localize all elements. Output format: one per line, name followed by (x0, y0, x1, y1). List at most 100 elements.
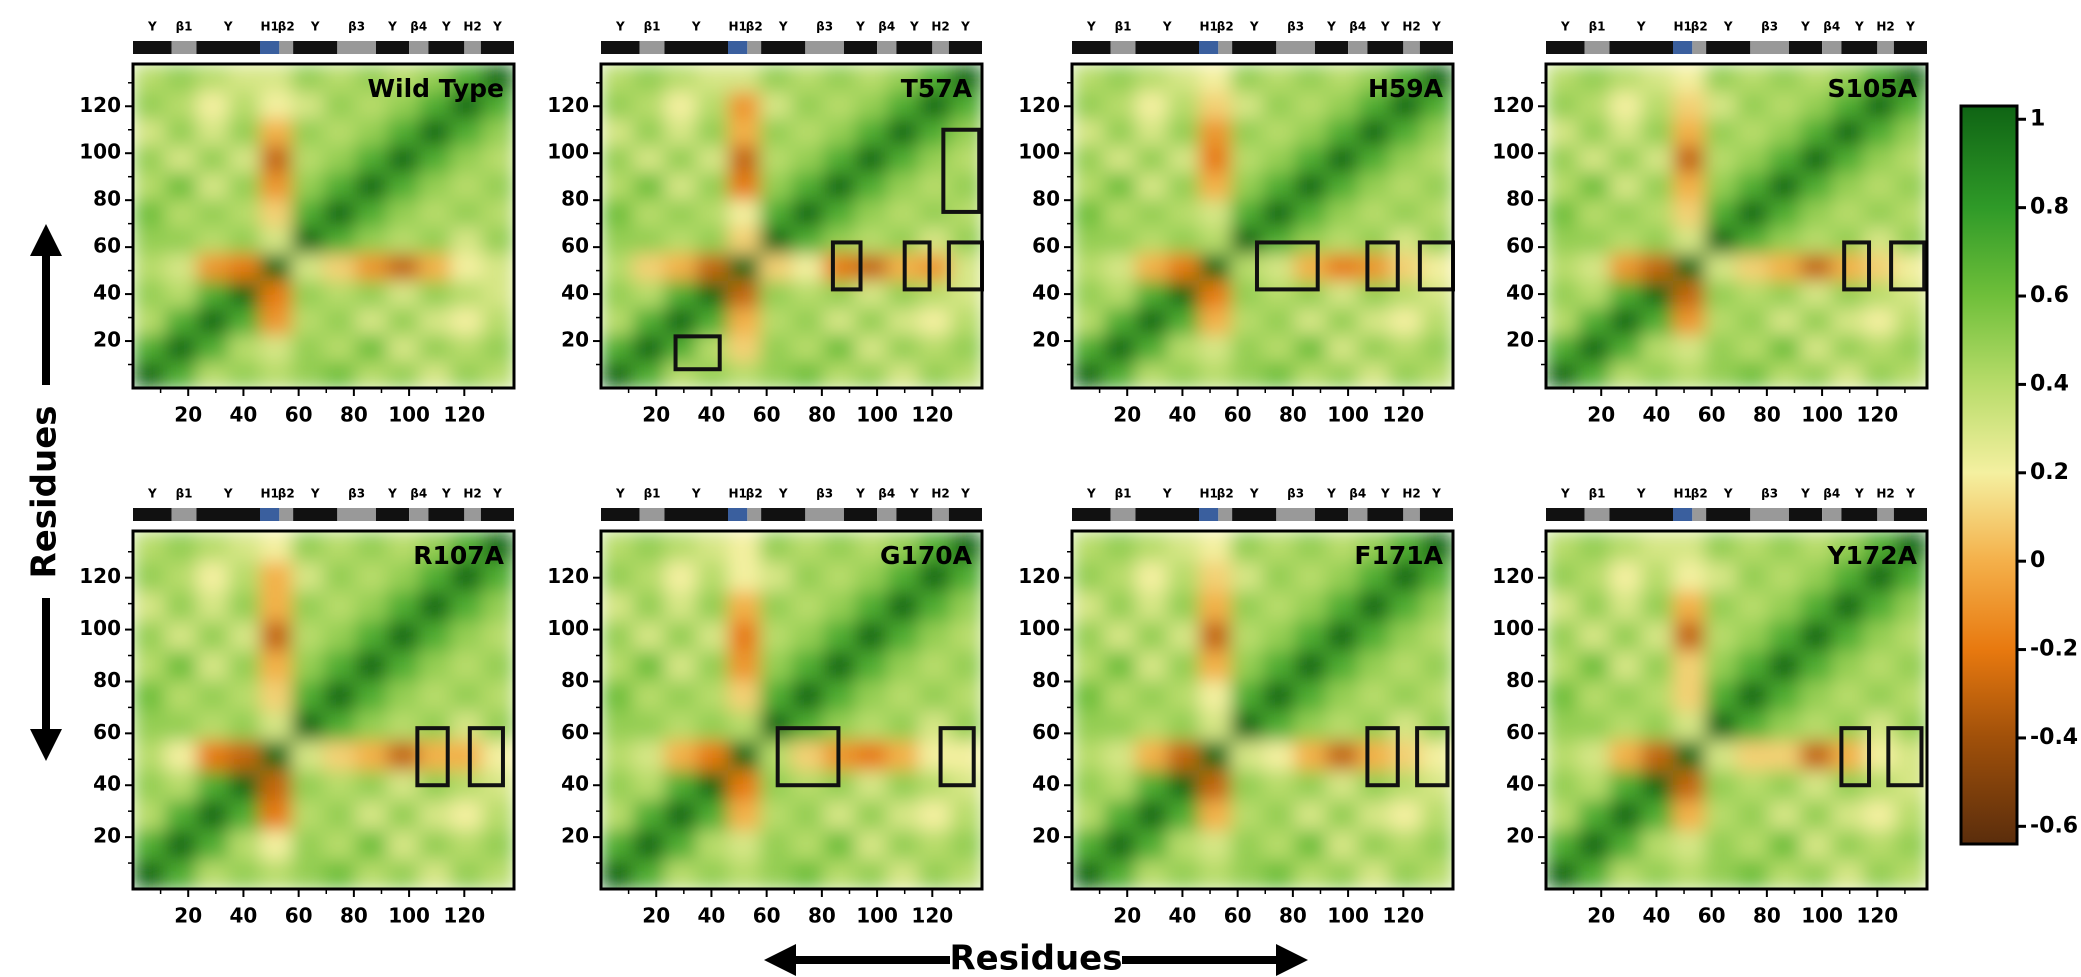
heatmap-cell (601, 253, 634, 281)
heatmap-cell (196, 91, 230, 119)
heatmap-cell (1294, 199, 1327, 227)
heatmap-cell (1863, 590, 1897, 622)
plot-frame (599, 529, 984, 891)
heatmap-cell (1609, 361, 1643, 388)
heatmap-cell (1673, 145, 1706, 173)
y-tick-label: 80 (93, 187, 121, 211)
heatmap-cell (918, 620, 952, 652)
heatmap-cell (164, 253, 198, 281)
heatmap-cell (1736, 118, 1770, 146)
heatmap-cell (1294, 361, 1327, 388)
secondary-structure-segment (196, 41, 260, 54)
y-tick-label: 60 (1032, 234, 1060, 258)
heatmap-cell (1230, 859, 1264, 889)
secondary-structure-segment (1348, 41, 1368, 54)
heatmap-cell (1895, 680, 1927, 711)
heatmap-cell (1577, 829, 1611, 860)
heatmap-cell (1357, 650, 1391, 681)
heatmap-cell (260, 799, 293, 831)
heatmap-cell (1546, 590, 1579, 622)
heatmap-cell (728, 334, 761, 362)
heatmap-cell (1326, 680, 1359, 711)
y-tick-label: 100 (1492, 616, 1534, 640)
heatmap-cell (918, 710, 952, 741)
heatmap-cell (1546, 280, 1579, 308)
secondary-structure-segment (1403, 508, 1420, 521)
secondary-structure-label: H1 (1199, 487, 1217, 501)
heatmap-cell (228, 172, 261, 200)
heatmap-cell (759, 650, 793, 681)
heatmap-cell (1609, 199, 1643, 227)
heatmap-cell (1577, 226, 1611, 254)
heatmap-cell (1389, 307, 1423, 335)
secondary-structure-segment (639, 41, 665, 54)
heatmap-cell (323, 531, 357, 562)
heatmap-cell (228, 560, 261, 592)
heatmap-cell (228, 859, 261, 889)
heatmap-cell (1294, 280, 1327, 308)
heatmap-cell (1167, 118, 1200, 146)
heatmap-cell (1326, 560, 1359, 592)
heatmap-cell (228, 361, 261, 388)
secondary-structure-label: β1 (176, 487, 193, 501)
x-tick-label: 60 (753, 403, 781, 427)
heatmap-cell (260, 118, 293, 146)
secondary-structure-segment (1135, 508, 1199, 521)
heatmap-cell (1167, 361, 1200, 388)
heatmap-cell (450, 590, 484, 622)
heatmap-cell (133, 91, 166, 119)
secondary-structure-segment (601, 508, 640, 521)
heatmap-cell (1262, 91, 1296, 119)
secondary-structure-segment (428, 508, 465, 521)
secondary-structure-label: Y (310, 20, 320, 34)
heatmap-cell (1831, 64, 1865, 92)
heatmap-cell (1577, 145, 1611, 173)
heatmap-cell (1863, 64, 1897, 92)
secondary-structure-segment (1072, 41, 1111, 54)
heatmap-cell (886, 145, 920, 173)
heatmap-cell (1230, 799, 1264, 831)
colorbar: 1 0.8 0.6 0.4 0.2 0 -0.2 -0.4 -0.6 (1959, 104, 2078, 846)
heatmap-cell (1736, 590, 1770, 622)
secondary-structure-segment (1276, 41, 1315, 54)
heatmap-cell (950, 560, 982, 592)
colorbar-tick-label: -0.6 (2030, 813, 2078, 838)
heatmap-cell (1199, 280, 1232, 308)
heatmap-cell (387, 361, 420, 388)
heatmap-cell (1135, 560, 1169, 592)
heatmap-cell (759, 334, 793, 362)
heatmap-cell (601, 710, 634, 741)
heatmap-cell (133, 650, 166, 681)
heatmap-cell (1736, 361, 1770, 388)
x-tick-label: 120 (443, 904, 485, 928)
heatmap-cell (387, 799, 420, 831)
heatmap-cell (1736, 334, 1770, 362)
heatmap-cell (1831, 859, 1865, 889)
heatmap-cell (918, 91, 952, 119)
heatmap-cell (260, 710, 293, 741)
heatmap-cell (632, 91, 666, 119)
heatmap-cell (1421, 118, 1453, 146)
heatmap-cell (728, 199, 761, 227)
heatmap-cell (1199, 253, 1232, 281)
heatmap-cell (1421, 172, 1453, 200)
heatmap-cell (1262, 253, 1296, 281)
heatmap-cell (1673, 172, 1706, 200)
y-tick-label: 120 (79, 564, 121, 588)
heatmap-cell (664, 118, 698, 146)
secondary-structure-segment (480, 41, 514, 54)
heatmap-cell (664, 91, 698, 119)
secondary-structure-segment (1314, 41, 1349, 54)
x-tick-label: 40 (698, 403, 726, 427)
heatmap-cell (1800, 280, 1833, 308)
heatmap-cell (1135, 118, 1169, 146)
heatmap-clip (1072, 64, 1453, 388)
heatmap-cell (1326, 859, 1359, 889)
heatmap-cell (1199, 710, 1232, 741)
heatmap-clip (1546, 64, 1927, 388)
heatmap-cell (133, 769, 166, 801)
heatmap-cell (323, 620, 357, 652)
secondary-structure-segment (805, 508, 844, 521)
secondary-structure-segment (877, 41, 897, 54)
